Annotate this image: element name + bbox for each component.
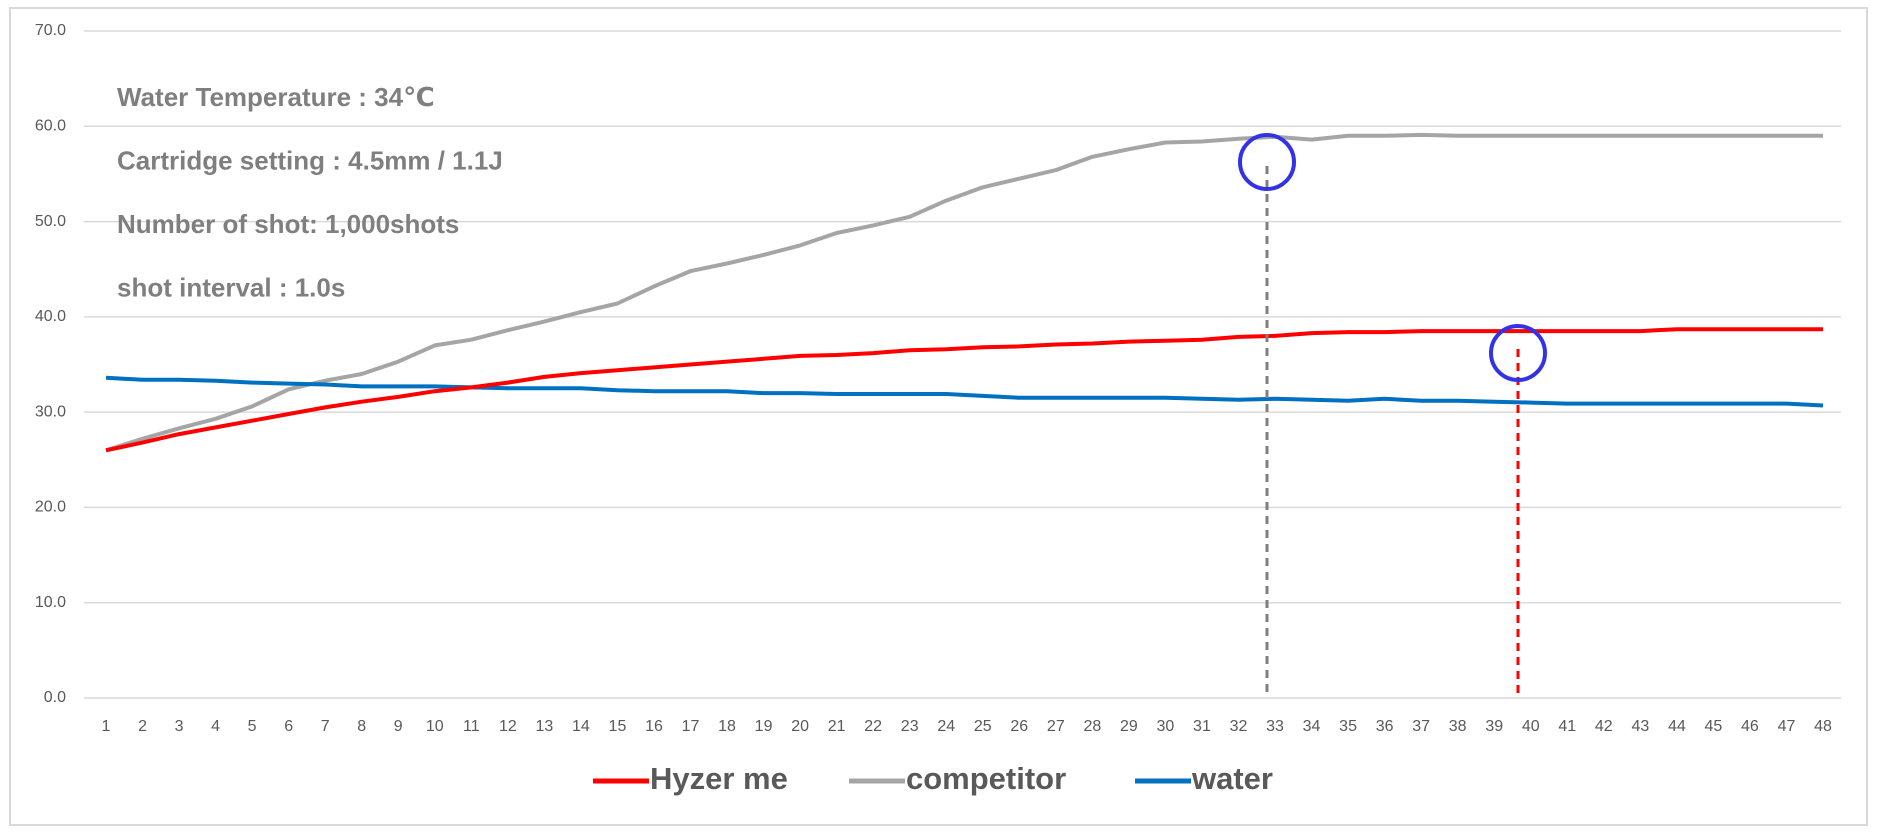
x-tick-label: 6 bbox=[284, 718, 293, 735]
chart-border bbox=[9, 7, 1868, 826]
x-tick-label: 24 bbox=[937, 718, 955, 735]
y-tick-label: 0.0 bbox=[44, 689, 66, 706]
x-tick-label: 32 bbox=[1230, 718, 1248, 735]
x-tick-label: 16 bbox=[645, 718, 663, 735]
x-tick-label: 3 bbox=[175, 718, 184, 735]
x-tick-label: 15 bbox=[609, 718, 627, 735]
x-tick-label: 36 bbox=[1376, 718, 1394, 735]
x-tick-label: 9 bbox=[394, 718, 403, 735]
x-tick-label: 14 bbox=[572, 718, 590, 735]
x-tick-label: 26 bbox=[1010, 718, 1028, 735]
x-tick-label: 4 bbox=[211, 718, 220, 735]
legend: Hyzer me competitor water bbox=[593, 761, 1273, 796]
x-tick-label: 7 bbox=[321, 718, 330, 735]
x-tick-label: 22 bbox=[864, 718, 882, 735]
x-tick-label: 17 bbox=[682, 718, 700, 735]
marker-circle bbox=[1238, 133, 1296, 191]
y-tick-label: 50.0 bbox=[35, 213, 66, 230]
y-tick-label: 10.0 bbox=[35, 594, 66, 611]
y-tick-label: 30.0 bbox=[35, 403, 66, 420]
x-tick-label: 42 bbox=[1595, 718, 1613, 735]
x-tick-label: 44 bbox=[1668, 718, 1686, 735]
series-line bbox=[105, 375, 1824, 408]
x-tick-label: 8 bbox=[357, 718, 366, 735]
y-tick-label: 60.0 bbox=[35, 118, 66, 135]
annotation: Number of shot: 1,000shots bbox=[117, 209, 459, 239]
x-tick-label: 43 bbox=[1631, 718, 1649, 735]
annotation: Cartridge setting : 4.5mm / 1.1J bbox=[117, 145, 503, 175]
x-tick-label: 25 bbox=[974, 718, 992, 735]
x-tick-label: 46 bbox=[1741, 718, 1759, 735]
x-tick-label: 20 bbox=[791, 718, 809, 735]
y-tick-label: 20.0 bbox=[35, 499, 66, 516]
x-tick-label: 38 bbox=[1449, 718, 1467, 735]
annotations: Water Temperature : 34℃ Cartridge setting… bbox=[117, 82, 503, 303]
marker-circle bbox=[1489, 324, 1547, 382]
legend-label: Hyzer me bbox=[650, 761, 788, 796]
y-tick-label: 40.0 bbox=[35, 308, 66, 325]
legend-label: water bbox=[1191, 761, 1273, 796]
x-tick-label: 28 bbox=[1083, 718, 1101, 735]
x-tick-label: 29 bbox=[1120, 718, 1138, 735]
x-tick-label: 48 bbox=[1814, 718, 1832, 735]
annotation: Water Temperature : 34℃ bbox=[117, 82, 435, 112]
x-tick-label: 18 bbox=[718, 718, 736, 735]
x-tick-label: 23 bbox=[901, 718, 919, 735]
x-tick-label: 33 bbox=[1266, 718, 1284, 735]
x-tick-label: 10 bbox=[426, 718, 444, 735]
x-tick-label: 1 bbox=[102, 718, 111, 735]
x-tick-label: 30 bbox=[1157, 718, 1175, 735]
x-tick-label: 12 bbox=[499, 718, 517, 735]
x-tick-label: 35 bbox=[1339, 718, 1357, 735]
legend-label: competitor bbox=[906, 761, 1066, 796]
x-tick-label: 21 bbox=[828, 718, 846, 735]
series-line bbox=[105, 132, 1823, 453]
x-tick-label: 39 bbox=[1485, 718, 1503, 735]
y-tick-label: 70.0 bbox=[35, 22, 66, 39]
x-tick-label: 37 bbox=[1412, 718, 1430, 735]
x-tick-label: 11 bbox=[463, 718, 480, 735]
x-tick-label: 45 bbox=[1705, 718, 1723, 735]
x-tick-label: 13 bbox=[535, 718, 553, 735]
x-tick-label: 2 bbox=[138, 718, 147, 735]
x-tick-label: 34 bbox=[1303, 718, 1321, 735]
grid: 0.010.020.030.040.050.060.070.01 2 3 4 5 6 7 8 9… bbox=[35, 22, 1841, 735]
x-tick-label: 41 bbox=[1558, 718, 1576, 735]
x-tick-label: 5 bbox=[248, 718, 257, 735]
x-tick-label: 31 bbox=[1193, 718, 1211, 735]
x-tick-label: 40 bbox=[1522, 718, 1540, 735]
x-tick-label: 47 bbox=[1778, 718, 1796, 735]
annotation: shot interval : 1.0s bbox=[117, 272, 345, 302]
x-tick-label: 27 bbox=[1047, 718, 1065, 735]
x-tick-label: 19 bbox=[755, 718, 773, 735]
